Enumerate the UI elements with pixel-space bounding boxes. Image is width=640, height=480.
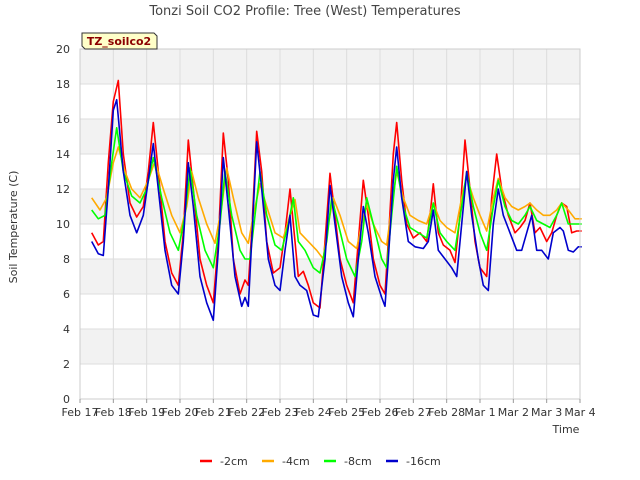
y-tick-label: 4 [63,323,70,336]
x-tick-label: Feb 24 [295,406,332,419]
x-tick-label: Mar 3 [531,406,562,419]
x-tick-label: Mar 2 [498,406,529,419]
y-tick-label: 20 [56,43,70,56]
y-tick-label: 12 [56,183,70,196]
x-tick-label: Feb 20 [162,406,199,419]
badge-label: TZ_soilco2 [87,35,151,48]
plot-band [80,224,580,259]
x-tick-label: Feb 25 [328,406,365,419]
x-axis-label: Time [552,423,580,436]
legend-label: -16cm [406,455,441,468]
legend-label: -2cm [220,455,248,468]
plot-band [80,294,580,329]
x-tick-label: Feb 26 [362,406,399,419]
x-tick-label: Feb 28 [428,406,465,419]
y-axis-ticks: 0 2 4 6 8 10 12 14 16 18 20 [56,43,70,406]
series-line-minus-8cm [91,127,582,278]
series-layer [90,79,582,322]
chart-title: Tonzi Soil CO2 Profile: Tree (West) Temp… [148,4,461,19]
badge-box [81,32,158,50]
x-tick-label: Feb 27 [395,406,432,419]
y-axis-label: Soil Temperature (C) [7,171,20,284]
legend-label: -8cm [344,455,372,468]
plot-band [80,84,580,119]
y-tick-label: 8 [63,253,70,266]
plot-frame [79,48,581,400]
y-tick-label: 14 [56,148,70,161]
y-tick-label: 6 [63,288,70,301]
plot-band [80,259,580,294]
series-line-minus-16cm [90,98,582,322]
x-tick-label: Mar 4 [564,406,595,419]
y-tick-label: 0 [63,393,70,406]
y-tick-label: 18 [56,78,70,91]
y-tick-label: 10 [56,218,70,231]
dataset-badge: TZ_soilco2 [81,32,158,50]
x-tick-label: Feb 22 [228,406,265,419]
y-tick-label: 2 [63,358,70,371]
plot-band [80,329,580,364]
series-line-minus-4cm [91,146,582,260]
legend-label: -4cm [282,455,310,468]
x-tick-label: Feb 17 [62,406,99,419]
plot-band [80,49,580,84]
x-tick-label: Feb 21 [195,406,232,419]
x-tick-label: Mar 1 [464,406,495,419]
x-tick-label: Feb 23 [262,406,299,419]
x-tick-label: Feb 18 [95,406,132,419]
legend: -2cm -4cm -8cm -16cm [200,455,441,468]
plot-band [80,119,580,154]
y-tick-label: 16 [56,113,70,126]
plot-band [80,364,580,399]
x-tick-label: Feb 19 [128,406,165,419]
